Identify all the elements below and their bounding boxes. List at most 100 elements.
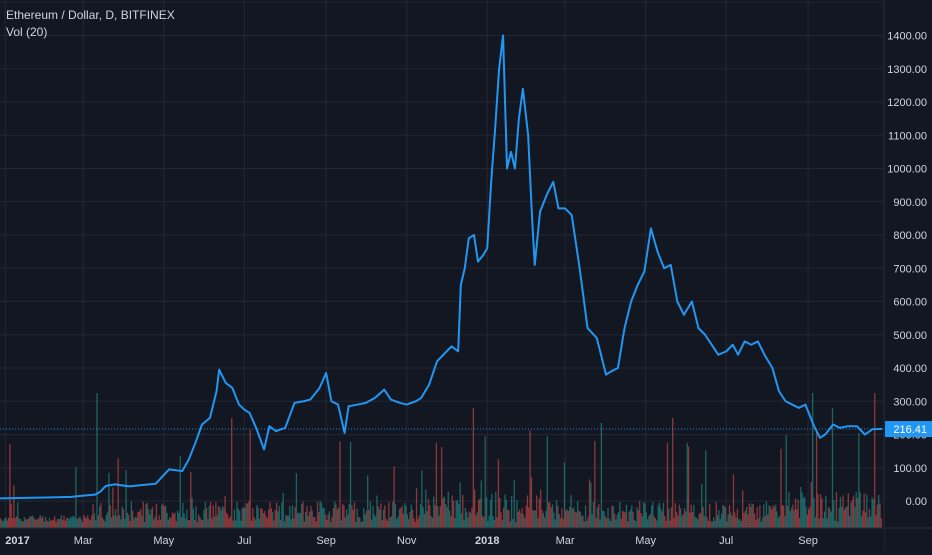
volume-bar xyxy=(818,518,820,528)
volume-bar xyxy=(722,505,724,528)
volume-bar xyxy=(268,509,270,528)
volume-bar xyxy=(574,511,576,528)
volume-bar xyxy=(643,502,645,528)
volume-bar xyxy=(17,502,19,528)
volume-bar xyxy=(386,520,389,528)
volume-bar xyxy=(402,513,405,528)
volume-bar xyxy=(775,504,777,528)
volume-bar xyxy=(125,470,127,528)
volume-bar xyxy=(582,515,584,528)
volume-bar xyxy=(27,518,30,528)
volume-bar xyxy=(301,503,303,528)
volume-bar xyxy=(224,496,226,528)
volume-bar xyxy=(363,507,365,528)
volume-bar xyxy=(47,521,49,528)
volume-bar xyxy=(287,515,290,528)
volume-bar xyxy=(879,503,881,528)
volume-bar xyxy=(501,519,504,528)
volume-indicator-label[interactable]: Vol (20) xyxy=(6,25,48,39)
volume-bar xyxy=(719,519,721,528)
volume-bar xyxy=(257,507,259,528)
volume-bar xyxy=(240,520,242,528)
volume-bar xyxy=(541,509,543,528)
volume-bar xyxy=(217,506,220,528)
volume-bar xyxy=(112,487,114,528)
volume-bar xyxy=(553,512,555,528)
volume-bar xyxy=(525,505,527,528)
volume-bar xyxy=(489,500,492,528)
volume-bar xyxy=(867,517,869,528)
volume-bar xyxy=(790,507,793,528)
volume-bar xyxy=(485,497,488,528)
volume-bar xyxy=(579,511,581,528)
volume-bar xyxy=(639,501,641,528)
volume-bar xyxy=(178,512,180,528)
volume-bar xyxy=(275,502,278,528)
volume-bar xyxy=(815,431,818,528)
volume-bar xyxy=(443,496,445,528)
volume-bar xyxy=(615,519,617,528)
y-tick-label: 100.00 xyxy=(893,463,927,475)
volume-bar xyxy=(165,505,167,528)
volume-bar xyxy=(172,513,175,528)
volume-bar xyxy=(228,518,230,528)
volume-bar xyxy=(805,506,807,528)
volume-bar xyxy=(180,517,183,528)
volume-bar xyxy=(171,512,173,528)
volume-bar xyxy=(856,497,859,528)
volume-bar xyxy=(34,519,36,528)
volume-bar xyxy=(573,507,575,528)
volume-bar xyxy=(851,499,853,528)
price-line[interactable] xyxy=(0,34,883,500)
volume-bar xyxy=(534,510,537,528)
volume-bar xyxy=(269,502,271,528)
volume-bar xyxy=(470,512,472,528)
volume-bar xyxy=(62,520,64,528)
volume-bar xyxy=(599,519,601,528)
volume-bar xyxy=(641,516,643,528)
volume-bar xyxy=(286,515,288,528)
volume-bar xyxy=(715,501,717,528)
grid xyxy=(0,0,884,528)
volume-bar xyxy=(720,513,723,528)
volume-bar xyxy=(513,480,515,528)
volume-bar xyxy=(315,521,317,528)
volume-bar xyxy=(683,508,686,528)
volume-bar xyxy=(672,418,674,528)
volume-bar xyxy=(796,508,798,528)
volume-bar xyxy=(142,501,144,528)
volume-bar xyxy=(93,513,96,528)
volume-bar xyxy=(323,507,325,528)
x-tick-label: 2017 xyxy=(5,535,29,547)
volume-bar xyxy=(788,492,790,528)
volume-bar xyxy=(782,505,785,528)
volume-bar xyxy=(839,496,842,528)
volume-bar xyxy=(761,517,764,528)
volume-bar xyxy=(808,508,810,528)
volume-bar xyxy=(669,520,671,528)
volume-bar xyxy=(773,506,776,528)
volume-bar xyxy=(711,521,713,528)
volume-bar xyxy=(381,520,383,528)
volume-bar xyxy=(77,518,80,528)
volume-bar xyxy=(392,501,394,528)
volume-bar xyxy=(411,509,414,528)
volume-bar xyxy=(547,502,550,528)
symbol-title[interactable]: Ethereum / Dollar, D, BITFINEX xyxy=(6,8,175,22)
volume-bar xyxy=(146,502,148,528)
volume-bar xyxy=(368,509,370,528)
volume-bar xyxy=(746,506,748,528)
volume-bar xyxy=(837,521,839,528)
volume-bar xyxy=(344,517,346,528)
volume-bar xyxy=(246,503,249,528)
volume-bar xyxy=(194,520,196,528)
volume-bar xyxy=(627,521,629,528)
volume-bar xyxy=(262,512,265,528)
volume-bar xyxy=(92,504,94,528)
volume-bar xyxy=(274,509,276,528)
volume-bar xyxy=(48,518,51,528)
volume-bar xyxy=(476,512,478,528)
volume-bar xyxy=(636,506,638,528)
